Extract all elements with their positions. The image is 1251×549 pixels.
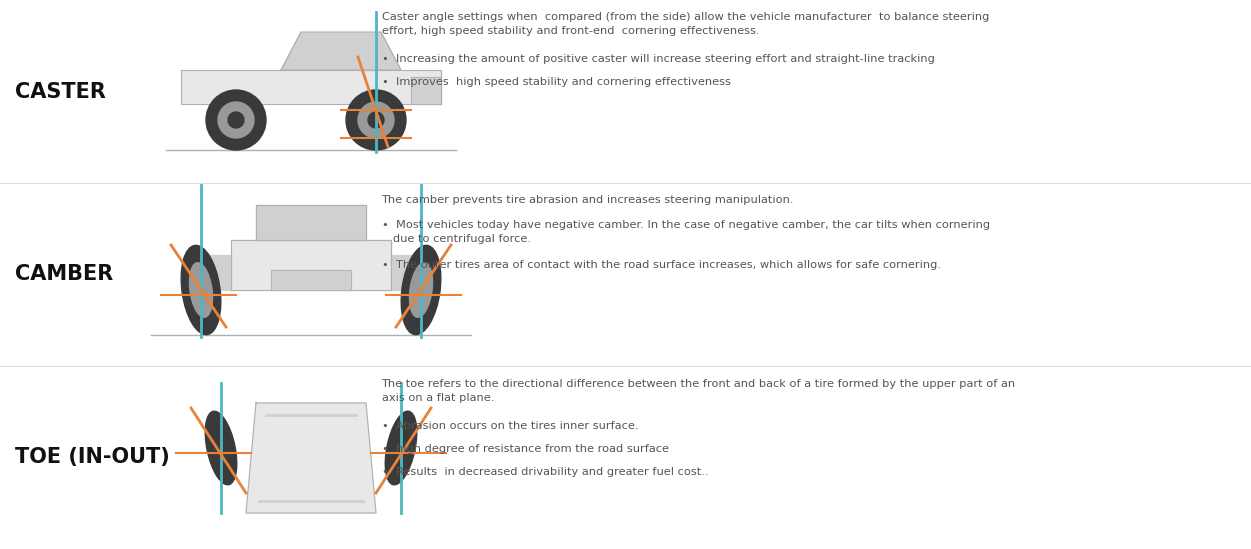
Polygon shape xyxy=(201,255,231,290)
Text: CASTER: CASTER xyxy=(15,82,106,102)
Polygon shape xyxy=(392,255,422,290)
Text: CAMBER: CAMBER xyxy=(15,265,114,284)
Text: The toe refers to the directional difference between the front and back of a tir: The toe refers to the directional differ… xyxy=(382,379,1016,403)
Ellipse shape xyxy=(402,245,440,335)
Text: •  Results  in decreased drivability and greater fuel cost..: • Results in decreased drivability and g… xyxy=(382,467,708,477)
Polygon shape xyxy=(256,205,367,240)
Text: •  Increasing the amount of positive caster will increase steering effort and st: • Increasing the amount of positive cast… xyxy=(382,54,934,64)
Circle shape xyxy=(206,90,266,150)
Text: The camber prevents tire abrasion and increases steering manipulation.: The camber prevents tire abrasion and in… xyxy=(382,195,794,205)
Circle shape xyxy=(228,112,244,128)
Circle shape xyxy=(368,112,384,128)
Ellipse shape xyxy=(181,245,221,335)
Ellipse shape xyxy=(409,263,433,317)
Text: •  Abrasion occurs on the tires inner surface.: • Abrasion occurs on the tires inner sur… xyxy=(382,421,638,431)
Text: Caster angle settings when  compared (from the side) allow the vehicle manufactu: Caster angle settings when compared (fro… xyxy=(382,12,990,36)
Polygon shape xyxy=(271,270,352,290)
Polygon shape xyxy=(246,403,377,513)
Circle shape xyxy=(358,102,394,138)
Polygon shape xyxy=(281,32,402,70)
Ellipse shape xyxy=(189,263,213,317)
Text: TOE (IN-OUT): TOE (IN-OUT) xyxy=(15,447,170,467)
Ellipse shape xyxy=(385,411,417,485)
Polygon shape xyxy=(231,240,392,290)
Ellipse shape xyxy=(205,411,236,485)
Text: •  high degree of resistance from the road surface: • high degree of resistance from the roa… xyxy=(382,444,668,454)
Text: •  Improves  high speed stability and cornering effectiveness: • Improves high speed stability and corn… xyxy=(382,77,731,87)
Circle shape xyxy=(218,102,254,138)
Text: •  The outer tires area of contact with the road surface increases, which allows: • The outer tires area of contact with t… xyxy=(382,260,941,270)
Text: •  Most vehicles today have negative camber. In the case of negative camber, the: • Most vehicles today have negative camb… xyxy=(382,220,990,244)
Polygon shape xyxy=(412,77,442,104)
Circle shape xyxy=(347,90,407,150)
Polygon shape xyxy=(181,70,442,104)
